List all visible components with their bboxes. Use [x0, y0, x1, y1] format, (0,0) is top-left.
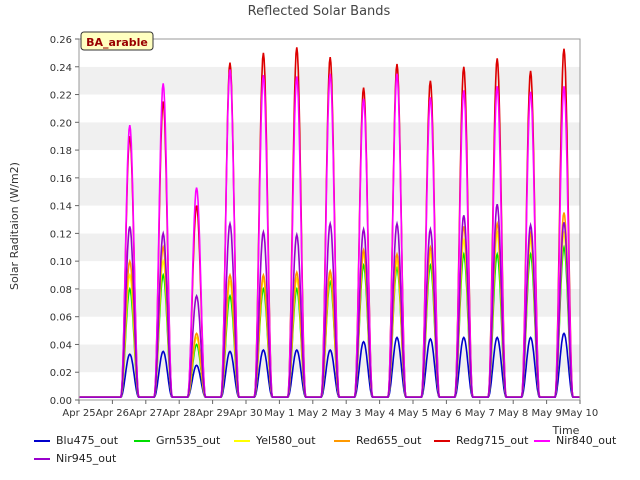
- x-tick-label: May 7: [465, 408, 495, 419]
- x-tick-label: May 10: [562, 408, 599, 419]
- y-tick-label: 0.18: [50, 146, 72, 157]
- legend-swatch: [134, 439, 150, 442]
- grid-band: [79, 344, 580, 373]
- legend-item: Nir840_out: [534, 434, 616, 447]
- x-tick-label: Apr 27: [129, 408, 162, 419]
- legend-item: Yel580_out: [234, 434, 316, 447]
- grid-band: [79, 233, 580, 262]
- x-tick-label: May 3: [331, 408, 361, 419]
- x-tick-label: Apr 25: [62, 408, 95, 419]
- legend-label: Grn535_out: [156, 434, 221, 447]
- x-tick-label: Apr 26: [96, 408, 129, 419]
- x-axis-ticks: Apr 25 Apr 26 Apr 27 Apr 28 Apr 29 Apr 30 May …: [62, 400, 598, 419]
- y-tick-label: 0.08: [50, 285, 72, 296]
- y-tick-label: 0.14: [50, 202, 72, 213]
- series-lines: [79, 47, 580, 398]
- y-tick-label: 0.04: [50, 340, 72, 351]
- legend-label: Red655_out: [356, 434, 422, 447]
- y-tick-label: 0.06: [50, 313, 72, 324]
- legend-item: Blu475_out: [34, 434, 118, 447]
- site-badge: BA_arable: [80, 31, 154, 51]
- legend-swatch: [234, 439, 250, 442]
- legend-label: Yel580_out: [256, 434, 316, 447]
- y-tick-label: 0.12: [50, 229, 72, 240]
- legend-item: Grn535_out: [134, 434, 220, 447]
- plot-border: [78, 38, 581, 401]
- grid-band: [79, 122, 580, 151]
- legend-swatch: [34, 457, 50, 460]
- legend-item: Redg715_out: [434, 434, 528, 447]
- y-axis-label: Solar Raditaion (W/m2): [8, 162, 21, 290]
- site-badge-label: BA_arable: [86, 36, 148, 49]
- legend-swatch: [334, 439, 350, 442]
- x-tick-label: Apr 30: [229, 408, 262, 419]
- x-tick-label: May 4: [364, 408, 394, 419]
- y-tick-label: 0.16: [50, 174, 72, 185]
- grid-band: [79, 150, 580, 178]
- x-tick-label: May 8: [498, 408, 528, 419]
- x-tick-label: May 2: [298, 408, 328, 419]
- legend-swatch: [34, 439, 50, 442]
- series-line-nir945_out: [79, 204, 580, 398]
- y-tick-label: 0.26: [50, 35, 72, 46]
- x-tick-label: May 6: [431, 408, 461, 419]
- chart-title: Reflected Solar Bands: [248, 4, 391, 19]
- legend-label: Redg715_out: [456, 434, 529, 447]
- grid-band: [79, 177, 580, 206]
- legend-swatch: [534, 439, 550, 442]
- legend-label: Nir840_out: [556, 434, 617, 447]
- legend-item: Red655_out: [334, 434, 421, 447]
- y-tick-label: 0.10: [50, 257, 72, 268]
- x-tick-label: Apr 28: [163, 408, 196, 419]
- x-tick-label: Apr 29: [196, 408, 229, 419]
- y-tick-label: 0.00: [50, 396, 72, 407]
- y-tick-label: 0.22: [50, 91, 72, 102]
- legend-label: Blu475_out: [56, 434, 119, 447]
- y-tick-label: 0.20: [50, 118, 72, 129]
- x-axis-label: Time: [552, 424, 580, 437]
- grid-band: [79, 288, 580, 317]
- grid-band: [79, 94, 580, 123]
- x-tick-label: May 5: [398, 408, 428, 419]
- y-tick-label: 0.24: [50, 63, 72, 74]
- legend-swatch: [434, 439, 450, 442]
- legend-label: Nir945_out: [56, 452, 117, 465]
- legend-item: Nir945_out: [34, 452, 116, 465]
- x-tick-label: May 1: [264, 408, 294, 419]
- y-axis-ticks: 0.00 0.02 0.04 0.06 0.08 0.10 0.12 0.14 0.16 0.18…: [50, 35, 79, 407]
- x-tick-label: May 9: [531, 408, 561, 419]
- y-tick-label: 0.02: [50, 368, 72, 379]
- grid-band: [79, 316, 580, 345]
- grid-band: [79, 372, 580, 400]
